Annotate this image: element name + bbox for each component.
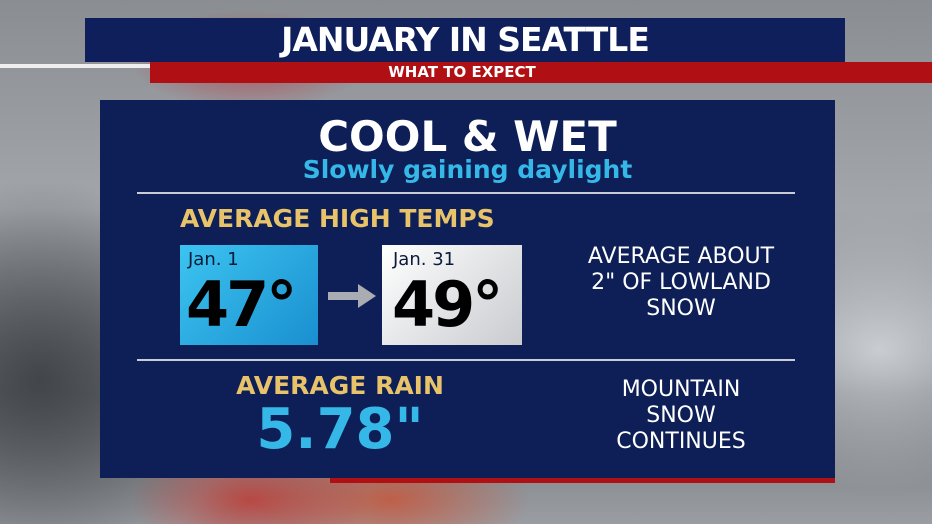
rain-value: 5.78" [256, 397, 424, 462]
accent-line [0, 64, 150, 68]
note-line: SNOW [646, 296, 716, 321]
note-line: CONTINUES [616, 429, 746, 454]
mountain-note: MOUNTAIN SNOW CONTINUES [561, 377, 801, 455]
end-box [382, 245, 522, 345]
title: JANUARY IN SEATTLE [281, 20, 650, 59]
arrow [328, 284, 376, 308]
divider [137, 192, 795, 194]
snow-note: AVERAGE ABOUT 2" OF LOWLAND SNOW [561, 244, 801, 322]
subtitle: WHAT TO EXPECT [388, 63, 536, 81]
divider [137, 359, 795, 361]
start-box [180, 245, 318, 345]
end-temp: 49° [392, 268, 503, 341]
note-line: 2" OF LOWLAND [591, 270, 771, 295]
temps-label: AVERAGE HIGH TEMPS [180, 204, 495, 233]
panel-accent [330, 478, 835, 483]
headline: COOL & WET [318, 112, 617, 161]
title-bar [85, 18, 845, 62]
subtitle-bar [150, 62, 932, 83]
subhead: Slowly gaining daylight [302, 155, 633, 184]
end-date: Jan. 31 [393, 249, 456, 270]
note-line: SNOW [646, 403, 716, 428]
note-line: MOUNTAIN [621, 377, 741, 402]
start-date: Jan. 1 [188, 249, 239, 270]
rain-label: AVERAGE RAIN [236, 371, 444, 400]
note-line: AVERAGE ABOUT [587, 244, 775, 269]
start-temp: 47° [186, 268, 297, 341]
